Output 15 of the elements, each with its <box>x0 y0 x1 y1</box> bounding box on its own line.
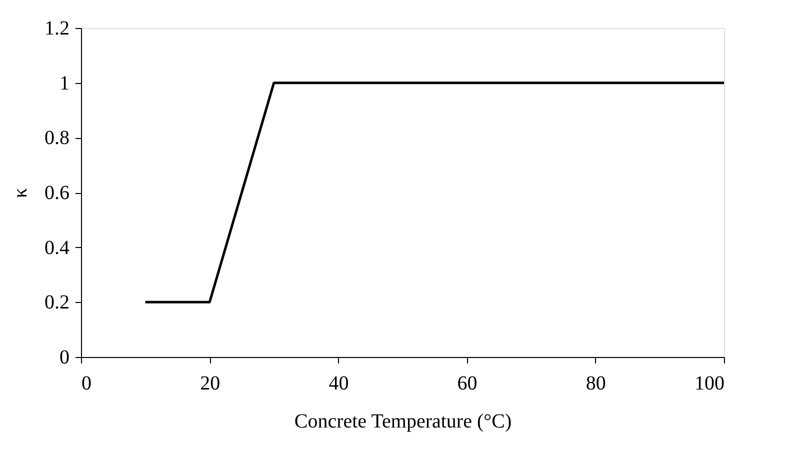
y-tick-label: 0 <box>60 346 70 368</box>
x-tick-label: 20 <box>200 372 220 394</box>
y-tick-label: 0.6 <box>44 182 70 204</box>
y-tick-label: 0.4 <box>44 236 70 259</box>
y-tick-label: 0.8 <box>44 127 70 150</box>
y-tick-label: 0.2 <box>44 292 70 314</box>
x-tick-label: 60 <box>457 372 478 394</box>
y-tick-label: 1.2 <box>44 18 70 40</box>
x-tick-label: 100 <box>694 372 724 394</box>
y-axis-title: κ <box>10 188 32 198</box>
x-tick-label: 0 <box>82 372 92 394</box>
x-tick-label: 80 <box>586 372 606 394</box>
y-tick-label: 1 <box>60 72 70 94</box>
x-tick-label: 40 <box>328 372 349 394</box>
x-axis-title: Concrete Temperature (°C) <box>294 410 512 432</box>
